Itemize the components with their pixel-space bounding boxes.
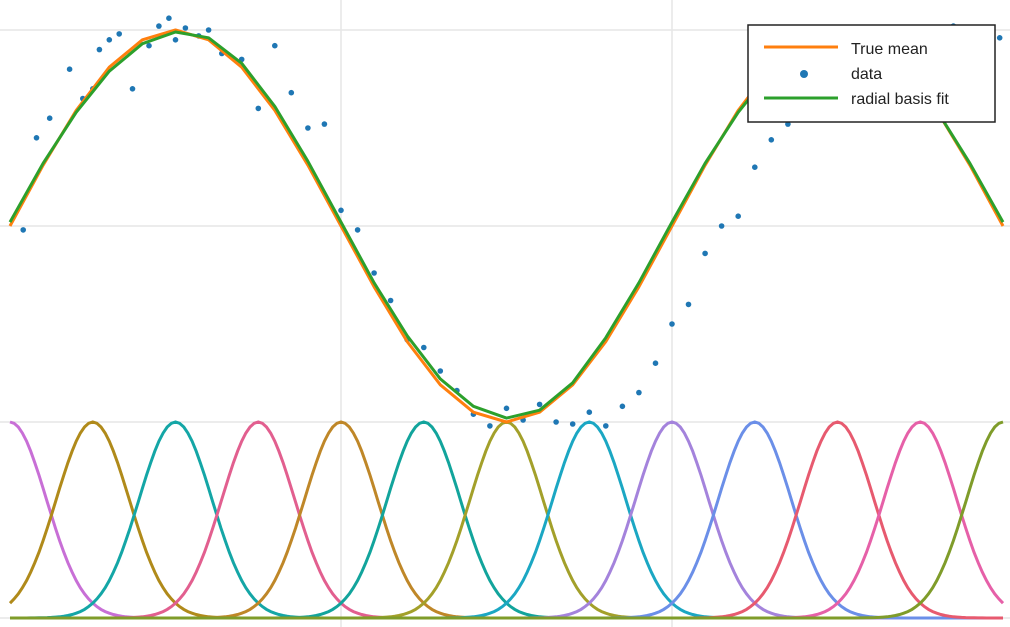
data-point (33, 135, 40, 141)
data-point (718, 223, 725, 229)
data-point (182, 25, 189, 31)
data-point (752, 164, 758, 170)
basis-function-12 (10, 420, 1005, 620)
data-point (255, 105, 262, 112)
data-point (702, 250, 708, 257)
legend-data-label: data (851, 66, 882, 83)
basis-function-13 (10, 420, 1004, 620)
data-point (586, 409, 593, 416)
basis-function-8 (10, 420, 1003, 620)
data-point (421, 344, 427, 351)
data-point (146, 42, 152, 49)
data-point (129, 86, 136, 92)
data-point (106, 37, 113, 43)
data-point (669, 321, 675, 327)
legend-true-mean-label: True mean (851, 41, 928, 58)
basis-functions (8, 420, 1005, 620)
data-point (371, 270, 377, 276)
data-point (437, 368, 444, 374)
data-point (619, 403, 626, 410)
data-point (487, 423, 493, 429)
data-point (996, 35, 1003, 41)
legend-fit-label: radial basis fit (851, 91, 949, 108)
data-point (338, 207, 344, 214)
data-point (20, 227, 27, 233)
legend-data-swatch (800, 70, 808, 78)
legend-box (747, 24, 996, 123)
data-point (116, 31, 122, 37)
data-point (387, 297, 394, 304)
data-point (536, 401, 543, 408)
data-point (288, 89, 295, 96)
data-point (205, 27, 212, 33)
basis-function-4 (10, 420, 1003, 620)
data-point (272, 42, 278, 49)
basis-function-5 (10, 420, 1003, 620)
basis-function-7 (10, 420, 1003, 620)
data-point (66, 66, 73, 72)
data-point (553, 419, 559, 425)
data-point (321, 121, 328, 127)
data-point (768, 137, 775, 143)
data-point (46, 115, 53, 121)
data-point (166, 15, 172, 21)
basis-function-9 (10, 420, 1003, 620)
data-point (156, 23, 162, 29)
data-point (636, 389, 642, 396)
data-point (503, 405, 510, 412)
data-point (735, 213, 741, 219)
basis-function-3 (10, 420, 1003, 620)
data-point (96, 46, 103, 53)
data-point (172, 37, 179, 43)
basis-function-11 (10, 420, 1003, 620)
data-point (652, 360, 659, 367)
basis-function-10 (10, 420, 1003, 620)
data-point (603, 423, 609, 429)
data-point (354, 227, 361, 233)
basis-function-6 (10, 420, 1003, 620)
data-point (305, 125, 311, 131)
legend: True mean data radial basis fit (747, 24, 996, 123)
basis-function-2 (8, 420, 1003, 620)
data-point (685, 301, 692, 308)
data-point (569, 421, 576, 427)
basis-function-1 (9, 420, 1003, 620)
